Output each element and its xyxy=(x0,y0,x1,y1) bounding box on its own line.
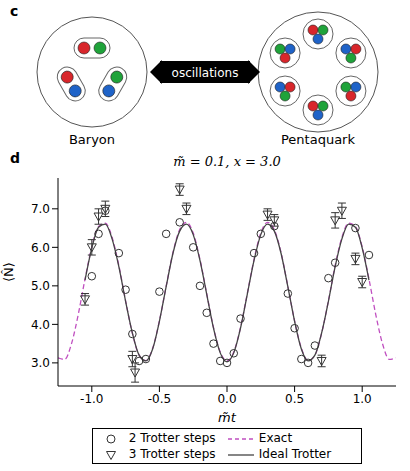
svg-text:Pentaquark: Pentaquark xyxy=(281,132,355,147)
svg-text:Baryon: Baryon xyxy=(69,132,115,147)
html-text:Ideal Trotter: Ideal Trotter xyxy=(258,447,332,461)
svg-text:⟨N̂⟩: ⟨N̂⟩ xyxy=(1,262,16,282)
svg-text:-0.5: -0.5 xyxy=(148,392,171,406)
svg-text:3.0: 3.0 xyxy=(31,356,50,370)
html-text:3 Trotter steps: 3 Trotter steps xyxy=(128,447,216,461)
html-text:d: d xyxy=(10,150,20,166)
html-text:Exact: Exact xyxy=(258,431,293,445)
svg-text:0.5: 0.5 xyxy=(285,392,304,406)
svg-text:7.0: 7.0 xyxy=(31,202,50,216)
svg-text:1.0: 1.0 xyxy=(353,392,372,406)
svg-text:5.0: 5.0 xyxy=(31,279,50,293)
svg-text:c: c xyxy=(10,3,18,19)
svg-text:m̃t: m̃t xyxy=(218,410,237,424)
svg-text:-1.0: -1.0 xyxy=(80,392,103,406)
svg-text:oscillations: oscillations xyxy=(172,66,239,80)
html-text:2 Trotter steps: 2 Trotter steps xyxy=(128,431,216,445)
svg-text:4.0: 4.0 xyxy=(31,318,50,332)
svg-text:6.0: 6.0 xyxy=(31,241,50,255)
html-text:m̃ = 0.1, x = 3.0: m̃ = 0.1, x = 3.0 xyxy=(173,154,281,169)
svg-text:0.0: 0.0 xyxy=(217,392,236,406)
